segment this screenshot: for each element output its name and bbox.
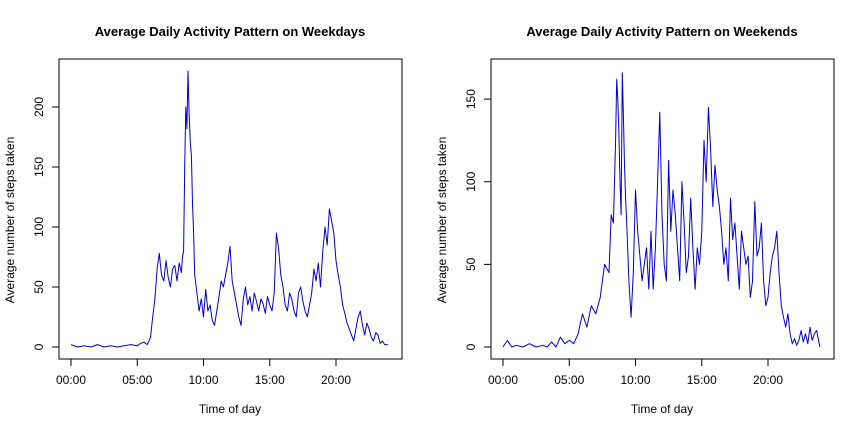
weekend-y-axis: 0 50 100 150	[464, 89, 492, 350]
weekday-x-tick-label: 20:00	[321, 373, 351, 387]
weekend-y-tick-label: 150	[464, 89, 478, 109]
weekend-y-tick-label: 0	[464, 343, 478, 350]
weekday-x-tick-label: 05:00	[122, 373, 152, 387]
weekend-y-tick-label: 50	[464, 257, 478, 271]
weekday-y-tick-label: 150	[32, 157, 46, 177]
weekday-x-axis: 00:00 05:00 10:00 15:00 20:00	[56, 358, 351, 387]
weekend-steps-line	[502, 72, 821, 348]
weekend-x-tick-label: 20:00	[753, 373, 783, 387]
weekend-y-axis-label: Average number of steps taken	[435, 137, 449, 304]
weekday-chart: Average Daily Activity Pattern on Weekda…	[3, 24, 403, 416]
weekday-x-tick-label: 10:00	[188, 373, 218, 387]
weekend-x-tick-label: 05:00	[554, 373, 584, 387]
weekday-y-axis: 0 50 100 150 200	[32, 97, 60, 350]
weekend-x-tick-label: 10:00	[620, 373, 650, 387]
weekday-y-axis-label: Average number of steps taken	[3, 137, 17, 304]
weekday-steps-line	[70, 70, 388, 348]
weekend-y-tick-label: 100	[464, 171, 478, 191]
weekday-x-tick-label: 00:00	[56, 373, 86, 387]
weekday-x-tick-label: 15:00	[255, 373, 285, 387]
weekend-x-tick-label: 00:00	[488, 373, 518, 387]
weekday-x-axis-label: Time of day	[199, 402, 261, 416]
weekend-x-axis: 00:00 05:00 10:00 15:00 20:00	[488, 358, 783, 387]
weekend-chart: Average Daily Activity Pattern on Weeken…	[435, 24, 835, 416]
weekend-chart-title: Average Daily Activity Pattern on Weeken…	[526, 24, 797, 39]
weekday-y-tick-label: 200	[32, 97, 46, 117]
weekday-plot-frame	[58, 58, 403, 360]
weekday-chart-title: Average Daily Activity Pattern on Weekda…	[95, 24, 365, 39]
weekday-y-tick-label: 0	[32, 343, 46, 350]
weekday-y-tick-label: 50	[32, 280, 46, 294]
weekend-x-axis-label: Time of day	[631, 402, 693, 416]
weekend-x-tick-label: 15:00	[687, 373, 717, 387]
weekday-y-tick-label: 100	[32, 217, 46, 237]
